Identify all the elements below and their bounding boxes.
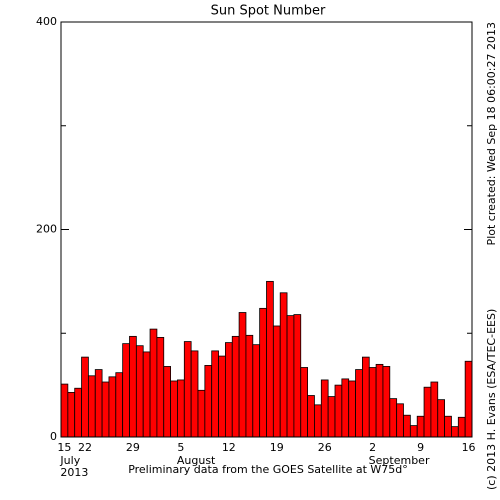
bar	[224, 342, 233, 438]
bar	[307, 395, 315, 438]
year-label: 2013	[60, 466, 88, 479]
bar	[60, 383, 69, 438]
bar	[135, 345, 144, 438]
bar	[183, 341, 192, 438]
bar	[279, 292, 288, 438]
bar	[67, 391, 76, 438]
x-tick-label: 22	[78, 441, 92, 454]
bar	[197, 389, 206, 438]
bar	[238, 312, 247, 438]
bar	[108, 376, 117, 438]
bar	[204, 365, 213, 438]
bar	[231, 335, 240, 438]
chart-title: Sun Spot Number	[211, 4, 326, 19]
bar	[170, 380, 178, 438]
bar	[211, 350, 219, 438]
bar	[444, 415, 452, 438]
bar	[382, 366, 391, 438]
x-tick-label: 5	[177, 441, 184, 454]
month-label: September	[369, 454, 430, 467]
bar	[396, 403, 404, 438]
footer: Preliminary data from the GOES Satellite…	[128, 463, 408, 476]
bar	[416, 415, 425, 438]
bar	[320, 379, 329, 438]
bar	[286, 315, 295, 438]
bar	[259, 307, 267, 438]
bar	[437, 399, 445, 438]
y-tick-label: 400	[36, 15, 57, 28]
bar	[190, 350, 199, 438]
bar	[252, 344, 261, 438]
bar	[266, 280, 274, 438]
bar	[409, 425, 418, 438]
x-tick-label: 19	[270, 441, 284, 454]
bar	[149, 328, 158, 438]
bar	[341, 378, 350, 438]
bar	[272, 325, 281, 438]
bar	[334, 384, 343, 438]
bar	[430, 381, 439, 438]
bar	[361, 356, 370, 438]
x-tick-label: 2	[369, 441, 376, 454]
bar	[457, 416, 466, 438]
bar	[129, 335, 137, 438]
bar	[375, 363, 384, 438]
y-tick-label: 200	[36, 223, 57, 236]
bar	[177, 379, 185, 438]
bar	[163, 366, 171, 438]
bar	[389, 398, 398, 438]
bar	[451, 426, 459, 438]
bar	[88, 375, 96, 438]
bar	[245, 334, 254, 438]
bar	[218, 355, 226, 438]
bar	[348, 380, 356, 438]
bar	[355, 369, 363, 438]
bar	[314, 404, 322, 438]
bar	[293, 314, 302, 438]
month-label: August	[177, 454, 216, 467]
x-tick-label: 15	[57, 441, 71, 454]
bar	[101, 381, 110, 438]
bar	[327, 396, 336, 438]
x-tick-label: 29	[126, 441, 140, 454]
month-label: July	[59, 454, 80, 467]
bar	[74, 387, 82, 438]
side-note: Plot created: Wed Sep 18 06:00:27 2013	[485, 22, 498, 245]
bar	[142, 351, 151, 438]
bar	[403, 414, 411, 438]
y-tick-label: 0	[50, 430, 57, 443]
x-tick-label: 16	[462, 441, 476, 454]
x-tick-label: 26	[318, 441, 332, 454]
bar	[368, 367, 377, 438]
bar	[464, 360, 473, 438]
bar	[156, 336, 165, 438]
bar	[94, 369, 103, 438]
bar	[122, 343, 130, 438]
x-tick-label: 12	[222, 441, 236, 454]
side-note: (c) 2013 H. Evans (ESA/TEC-EES)	[485, 309, 498, 490]
bar	[81, 356, 89, 438]
bar	[300, 367, 308, 438]
bar	[115, 372, 124, 438]
bar	[423, 386, 432, 438]
x-tick-label: 9	[417, 441, 424, 454]
